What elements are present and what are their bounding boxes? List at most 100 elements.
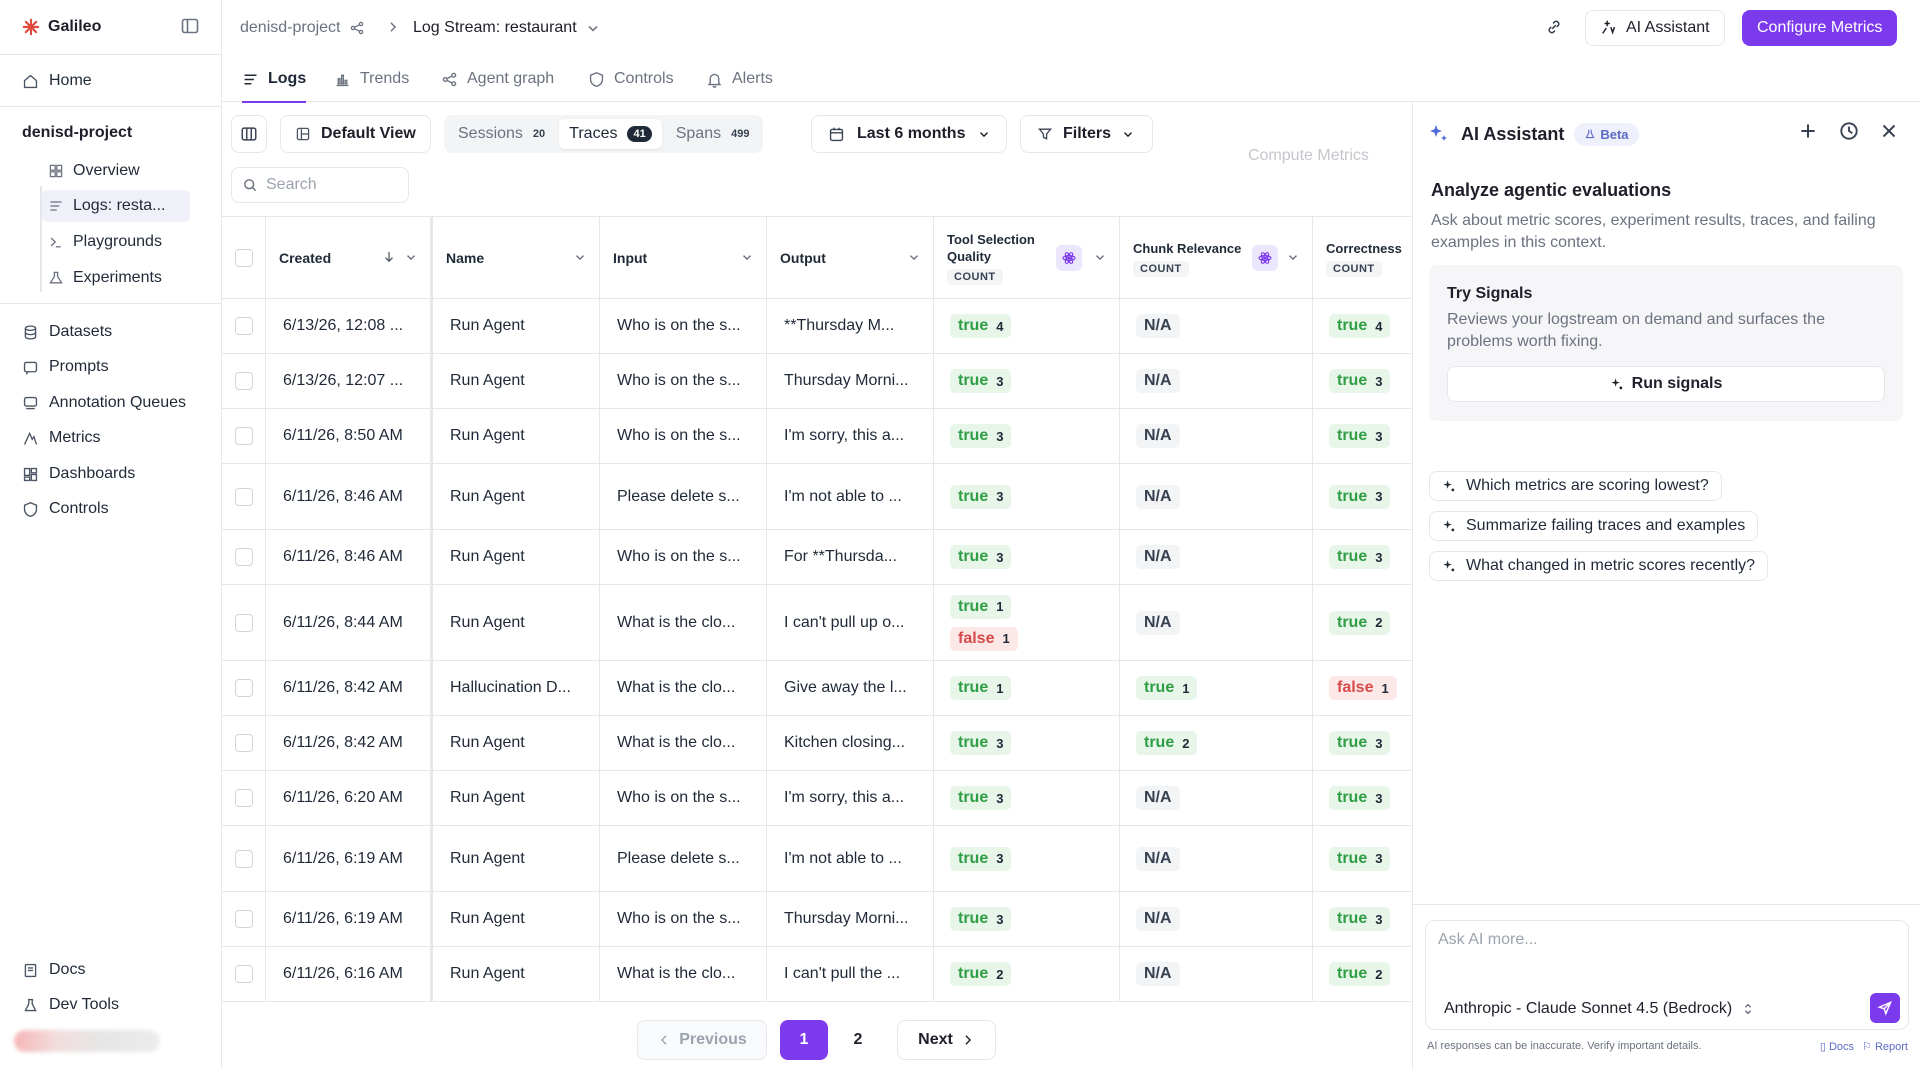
segment-traces[interactable]: Traces 41 [559,119,662,149]
table-row[interactable]: 6/11/26, 8:46 AM Run Agent Please delete s… [222,464,1411,530]
sidebar-item-logs[interactable]: Logs: resta... [42,190,190,222]
column-created[interactable]: Created [266,217,433,299]
row-checkbox[interactable] [235,548,253,566]
sidebar-item-overview[interactable]: Overview [42,155,190,187]
table-row[interactable]: 6/11/26, 8:42 AM Hallucination D... What i… [222,661,1411,716]
table-row[interactable]: 6/13/26, 12:08 ... Run Agent Who is on the… [222,299,1411,354]
row-checkbox[interactable] [235,965,253,983]
sidebar-item-metrics[interactable]: Metrics [14,423,101,453]
chevron-down-icon[interactable] [573,250,587,264]
suggestion-chip[interactable]: Summarize failing traces and examples [1429,511,1759,541]
history-icon[interactable] [1838,120,1860,142]
row-checkbox[interactable] [235,734,253,752]
chevron-down-icon[interactable] [404,250,418,264]
table-row[interactable]: 6/11/26, 8:46 AM Run Agent Who is on the s… [222,530,1411,585]
send-button[interactable] [1870,993,1900,1023]
compute-metrics-button[interactable]: Compute Metrics [1248,147,1369,164]
column-tool-selection-quality[interactable]: Tool Selection Quality COUNT [934,217,1120,299]
sidebar-item-dev-tools[interactable]: Dev Tools [14,990,119,1020]
table-row[interactable]: 6/13/26, 12:07 ... Run Agent Who is on the… [222,354,1411,409]
metric-value-label: true [1337,487,1368,505]
row-checkbox[interactable] [235,789,253,807]
chevron-down-icon[interactable] [907,250,921,264]
cell-input: What is the clo... [600,661,767,715]
table-row[interactable]: 6/11/26, 8:42 AM Run Agent What is the clo… [222,716,1411,771]
column-name[interactable]: Name [433,217,600,299]
filters-button[interactable]: Filters [1020,115,1153,153]
table-row[interactable]: 6/11/26, 8:44 AM Run Agent What is the clo… [222,585,1411,661]
suggestion-chip[interactable]: Which metrics are scoring lowest? [1429,471,1722,501]
table-row[interactable]: 6/11/26, 6:16 AM Run Agent What is the clo… [222,947,1411,1002]
sidebar-item-datasets[interactable]: Datasets [14,317,112,347]
sidebar-item-playgrounds[interactable]: Playgrounds [42,226,190,258]
search-input[interactable]: Search [231,167,409,203]
sort-desc-icon[interactable] [382,250,396,264]
run-signals-button[interactable]: Run signals [1447,366,1885,402]
project-name[interactable]: denisd-project [22,124,133,141]
sidebar-item-dashboards[interactable]: Dashboards [14,459,135,489]
suggestion-chip[interactable]: What changed in metric scores recently? [1429,551,1769,581]
table-row[interactable]: 6/11/26, 6:19 AM Run Agent Please delete s… [222,826,1411,892]
sidebar-item-controls[interactable]: Controls [14,494,109,524]
metric-cell-tsq: true 3 [934,826,1120,891]
tab-controls[interactable]: Controls [588,56,674,102]
row-checkbox[interactable] [235,372,253,390]
model-selector[interactable]: Anthropic - Claude Sonnet 4.5 (Bedrock) [1444,1000,1754,1018]
page-1-button[interactable]: 1 [780,1020,828,1060]
default-view-button[interactable]: Default View [280,115,431,153]
previous-page-button[interactable]: Previous [637,1020,767,1060]
sidebar-item-prompts[interactable]: Prompts [14,352,109,382]
page-2-button[interactable]: 2 [834,1020,882,1060]
column-label: Chunk Relevance [1133,240,1242,256]
column-chunk-relevance[interactable]: Chunk Relevance COUNT [1120,217,1313,299]
link-icon[interactable] [1545,18,1563,36]
chevron-down-icon[interactable] [1286,250,1300,264]
sidebar-item-annotation-queues[interactable]: Annotation Queues [14,388,186,418]
sidebar-item-experiments[interactable]: Experiments [42,262,190,294]
column-input[interactable]: Input [600,217,767,299]
sidebar-item-home[interactable]: Home [14,66,92,96]
segment-sessions[interactable]: Sessions 20 [448,119,555,149]
row-checkbox[interactable] [235,317,253,335]
report-link[interactable]: ⚐ Report [1862,1041,1908,1053]
column-output[interactable]: Output [767,217,934,299]
row-checkbox[interactable] [235,613,253,632]
send-icon [1877,1000,1893,1016]
tab-trends[interactable]: Trends [334,56,409,102]
next-page-button[interactable]: Next [897,1020,996,1060]
sidebar-item-docs[interactable]: Docs [14,955,85,985]
row-checkbox[interactable] [235,849,253,868]
ask-ai-input[interactable]: Ask AI more... Anthropic - Claude Sonnet… [1425,920,1909,1030]
user-profile[interactable] [14,1030,160,1052]
row-checkbox[interactable] [235,679,253,697]
close-icon[interactable] [1878,120,1900,142]
breadcrumb-stream[interactable]: Log Stream: restaurant [413,16,601,40]
tab-logs[interactable]: Logs [242,56,307,103]
metric-value-badge: true 1 [1136,676,1198,700]
columns-toggle-button[interactable] [231,115,267,153]
tab-agent-graph[interactable]: Agent graph [441,56,554,102]
segment-spans[interactable]: Spans 499 [666,119,760,149]
row-checkbox[interactable] [235,910,253,928]
select-all-checkbox[interactable] [235,249,253,267]
chevron-down-icon[interactable] [1093,250,1107,264]
row-checkbox[interactable] [235,427,253,445]
column-correctness[interactable]: Correctness COUNT [1313,217,1411,299]
row-checkbox[interactable] [235,487,253,506]
docs-link[interactable]: ▯ Docs [1819,1041,1855,1053]
graph-icon [441,71,458,88]
table-row[interactable]: 6/11/26, 6:19 AM Run Agent Who is on the s… [222,892,1411,947]
brand[interactable]: Galileo [22,14,101,40]
configure-metrics-button[interactable]: Configure Metrics [1742,10,1898,46]
sidebar-toggle-icon[interactable] [180,16,200,36]
breadcrumb-project[interactable]: denisd-project [240,16,365,40]
date-range-button[interactable]: Last 6 months [811,115,1007,153]
breadcrumb-stream-label: Log Stream: restaurant [413,19,577,36]
table-row[interactable]: 6/11/26, 6:20 AM Run Agent Who is on the s… [222,771,1411,826]
tab-alerts[interactable]: Alerts [706,56,773,102]
plus-icon[interactable] [1797,120,1819,142]
table-row[interactable]: 6/11/26, 8:50 AM Run Agent Who is on the s… [222,409,1411,464]
ai-assistant-button[interactable]: AI Assistant [1585,10,1725,46]
chevron-down-icon[interactable] [740,250,754,264]
metric-value-label: N/A [1144,789,1172,806]
